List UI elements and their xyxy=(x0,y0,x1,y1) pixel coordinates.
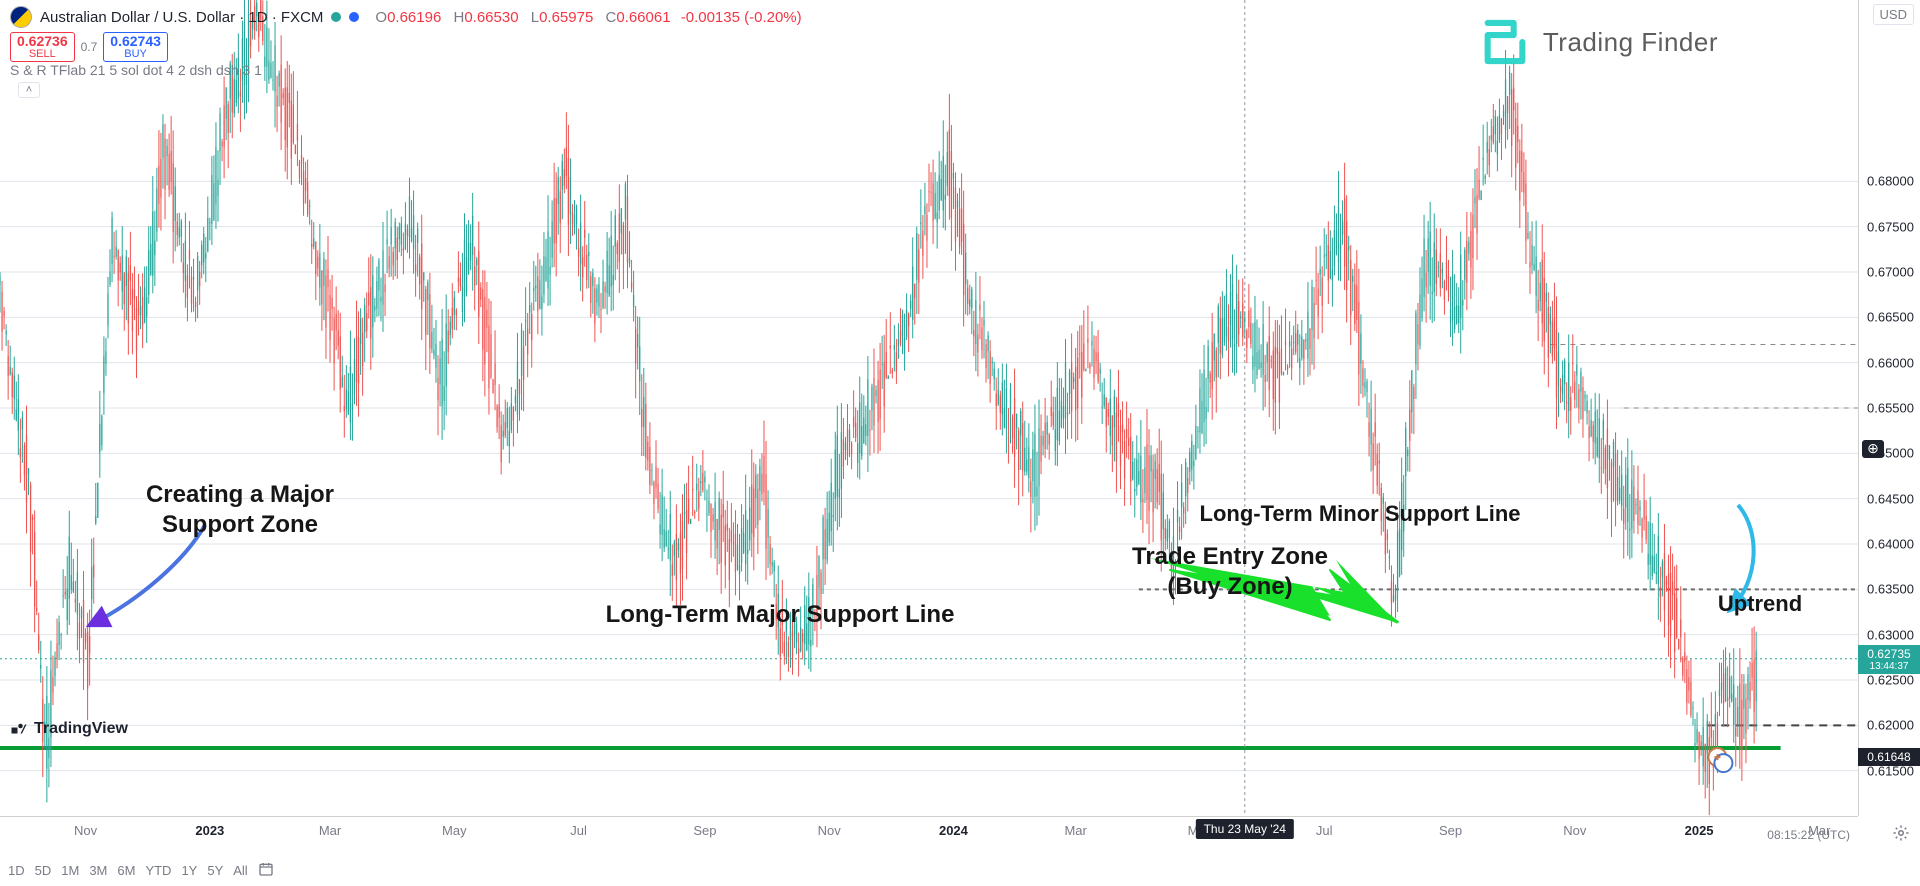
x-tick: Mar xyxy=(1064,823,1086,838)
indicator-legend: S & R TFlab 21 5 sol dot 4 2 dsh dsh 3 1 xyxy=(10,62,262,78)
tradingview-logo: TradingView xyxy=(10,720,128,738)
annotation-a3: Long-Term Minor Support Line xyxy=(1200,500,1521,528)
timeframe-5Y[interactable]: 5Y xyxy=(207,863,223,878)
buy-button[interactable]: 0.62743BUY xyxy=(103,32,168,62)
ohlc-readout: O0.66196 H0.66530 L0.65975 C0.66061 -0.0… xyxy=(367,9,801,26)
timeframe-1Y[interactable]: 1Y xyxy=(181,863,197,878)
collapse-toggle-icon[interactable]: ˄ xyxy=(18,82,40,98)
y-tick: 0.68000 xyxy=(1867,174,1914,189)
add-indicator-icon[interactable]: ⊕ xyxy=(1862,440,1884,458)
crosshair-date-label: Thu 23 May '24 xyxy=(1196,819,1294,839)
timeframe-3M[interactable]: 3M xyxy=(89,863,107,878)
x-tick: Mar xyxy=(319,823,341,838)
spread-value: 0.7 xyxy=(81,40,98,54)
x-tick: May xyxy=(442,823,467,838)
price-chart-svg xyxy=(0,0,1858,816)
brand-watermark: Trading Finder xyxy=(1479,16,1718,68)
y-tick: 0.65500 xyxy=(1867,401,1914,416)
brand-logo-icon xyxy=(1479,16,1531,68)
chart-area[interactable]: Australian Dollar / U.S. Dollar · 1D · F… xyxy=(0,0,1858,816)
timeframe-1M[interactable]: 1M xyxy=(61,863,79,878)
timeframe-6M[interactable]: 6M xyxy=(117,863,135,878)
y-tick: 0.64500 xyxy=(1867,491,1914,506)
y-tick: 0.67000 xyxy=(1867,265,1914,280)
annotation-a2: Long-Term Major Support Line xyxy=(606,600,955,630)
x-tick: Jul xyxy=(570,823,587,838)
x-tick: 2023 xyxy=(195,823,224,838)
tv-logo-icon xyxy=(10,720,28,738)
x-tick: Sep xyxy=(1439,823,1462,838)
annotation-a4: Trade Entry Zone (Buy Zone) xyxy=(1132,542,1328,602)
timeframe-1D[interactable]: 1D xyxy=(8,863,25,878)
y-tick: 0.67500 xyxy=(1867,219,1914,234)
timeframe-5D[interactable]: 5D xyxy=(35,863,52,878)
x-tick: Nov xyxy=(818,823,841,838)
timeframe-YTD[interactable]: YTD xyxy=(145,863,171,878)
settings-gear-icon[interactable] xyxy=(1892,824,1910,842)
brand-text: Trading Finder xyxy=(1543,27,1718,58)
x-tick: Nov xyxy=(1563,823,1586,838)
last-price-flag: 0.6273513:44:37 xyxy=(1858,645,1920,674)
y-tick: 0.66000 xyxy=(1867,355,1914,370)
currency-selector[interactable]: USD xyxy=(1873,4,1914,25)
annotation-a5: Uptrend xyxy=(1718,590,1802,618)
time-axis[interactable]: Nov2023MarMayJulSepNov2024MarMayJulSepNo… xyxy=(0,816,1858,856)
clock-utc: 08:15:22 (UTC) xyxy=(1767,828,1850,842)
symbol-header: Australian Dollar / U.S. Dollar · 1D · F… xyxy=(10,6,802,28)
buy-sell-panel: 0.62736SELL 0.7 0.62743BUY xyxy=(10,32,168,62)
pair-flag-icon xyxy=(10,6,32,28)
y-tick: 0.64000 xyxy=(1867,537,1914,552)
x-tick: 2024 xyxy=(939,823,968,838)
annotation-a1: Creating a Major Support Zone xyxy=(146,480,334,540)
timeframe-row: 1D 5D 1M 3M 6M YTD 1Y 5Y All xyxy=(8,858,274,882)
x-tick: Jul xyxy=(1316,823,1333,838)
y-tick: 0.62500 xyxy=(1867,673,1914,688)
calendar-icon[interactable] xyxy=(258,861,274,880)
y-tick: 0.63500 xyxy=(1867,582,1914,597)
status-dot-1 xyxy=(331,12,341,22)
status-dot-2 xyxy=(349,12,359,22)
y-tick: 0.63000 xyxy=(1867,627,1914,642)
symbol-text: Australian Dollar / U.S. Dollar · 1D · F… xyxy=(40,9,323,26)
x-tick: Nov xyxy=(74,823,97,838)
y-tick: 0.66500 xyxy=(1867,310,1914,325)
x-tick: 2025 xyxy=(1685,823,1714,838)
y-tick: 0.62000 xyxy=(1867,718,1914,733)
timeframe-All[interactable]: All xyxy=(233,863,247,878)
price-axis[interactable]: USD 0.68000 0.67500 0.67000 0.66500 0.66000 0… xyxy=(1858,0,1920,816)
sell-button[interactable]: 0.62736SELL xyxy=(10,32,75,62)
axis-price-flag: 0.61648 xyxy=(1858,748,1920,766)
x-tick: Sep xyxy=(693,823,716,838)
